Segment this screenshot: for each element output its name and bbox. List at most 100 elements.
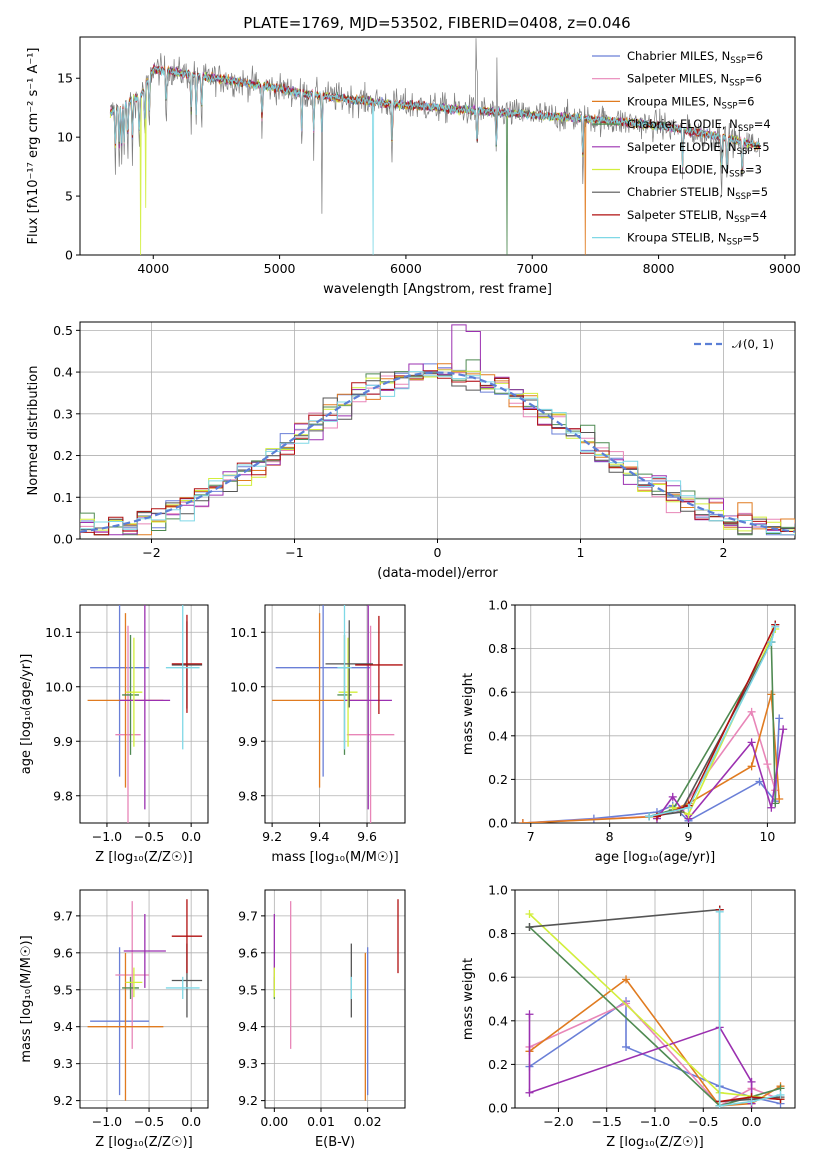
- data-point: [123, 914, 166, 988]
- legend-subscript: SSP: [730, 56, 746, 66]
- residual-histogram-xtick-label: 2: [720, 545, 728, 560]
- mass-vs-Z-ylabel: mass [log₁₀(M/M☉)]: [19, 935, 34, 1062]
- series-line: [718, 911, 781, 1107]
- plus-marker: [668, 792, 677, 801]
- data-point: [338, 637, 358, 747]
- spectrum-xtick-label: 4000: [137, 261, 169, 276]
- data-point: [275, 605, 371, 777]
- mass-vs-Z-axes: −1.0 −0.5 0.0 9.2 9.3 9.4 9.5 9.6 9.7 Z [log₁₀(Z/…: [19, 889, 209, 1150]
- data-point: [171, 899, 203, 974]
- plus-marker: [776, 1090, 785, 1099]
- age-vs-mass-xtick-label: 9.6: [357, 829, 377, 844]
- normal-reference-curve: [80, 371, 795, 533]
- mass-weight-vs-Z-xtick-label: −2.0: [543, 1114, 573, 1129]
- plus-marker: [747, 707, 756, 716]
- spectrum-ytick-label: 10: [57, 130, 73, 145]
- series-line: [522, 710, 777, 823]
- mass-vs-Z-ytick-label: 9.4: [53, 1019, 73, 1034]
- series-line: [522, 718, 780, 823]
- mass-weight-vs-Z-xtick-label: 0.0: [742, 1114, 762, 1129]
- plus-marker: [775, 795, 784, 804]
- mass-vs-EBV-ytick-label: 9.7: [238, 908, 258, 923]
- plus-marker: [755, 777, 764, 786]
- data-point: [90, 947, 150, 1096]
- plus-marker: [525, 1010, 534, 1019]
- legend-value: =4: [754, 117, 771, 131]
- age-vs-mass-xtick-label: 9.4: [310, 829, 330, 844]
- mass-vs-Z-ytick-label: 9.6: [53, 945, 73, 960]
- mass-weight-vs-Z-xtick-label: −1.5: [592, 1114, 622, 1129]
- data-point: [125, 967, 143, 998]
- data-point: [171, 614, 203, 713]
- mass-weight-vs-age-xtick-label: 10: [759, 829, 775, 844]
- mass-vs-EBV-xtick-label: 0.01: [307, 1114, 335, 1129]
- data-point: [325, 620, 373, 708]
- mass-weight-vs-age-xtick-label: 7: [527, 829, 535, 844]
- mass-weight-vs-age-ytick-label: 0.4: [488, 728, 508, 743]
- series-line: [522, 694, 780, 823]
- series-line: [648, 626, 777, 818]
- spectrum-ytick-label: 0: [65, 248, 73, 263]
- legend-value: =5: [742, 231, 759, 245]
- histogram-curves: [80, 324, 795, 536]
- plus-marker: [652, 812, 661, 821]
- data-point: [115, 901, 150, 1049]
- series: [652, 620, 780, 821]
- figure-title: PLATE=1769, MJD=53502, FIBERID=0408, z=0…: [243, 14, 630, 32]
- data-point: [90, 605, 150, 777]
- mass-vs-Z-xlabel: Z [log₁₀(Z/Z☉)]: [95, 1135, 192, 1150]
- plus-marker: [525, 1088, 534, 1097]
- plus-marker: [645, 812, 654, 821]
- plus-marker: [525, 923, 534, 932]
- plus-marker: [622, 975, 631, 984]
- legend-value: =6: [737, 94, 754, 108]
- legend-label: Kroupa STELIB, NSSP=5: [627, 231, 759, 248]
- mass-weight-vs-Z-ylabel: mass weight: [461, 958, 476, 1040]
- mass-weight-vs-age-axes: 7 8 9 10 0.0 0.2 0.4 0.6 0.8 1.0 age [log₁₀(age/yr…: [461, 598, 796, 865]
- data-point: [165, 605, 200, 750]
- residual-histogram-xtick-label: 0: [434, 545, 442, 560]
- age-vs-Z-xtick-label: −1.0: [92, 829, 122, 844]
- legend-label: Kroupa ELODIE, NSSP=3: [627, 163, 762, 180]
- plus-marker: [525, 909, 534, 918]
- spectrum-curves: [109, 38, 761, 255]
- mass-weight-vs-Z-series: [525, 905, 785, 1108]
- data-point: [119, 605, 171, 810]
- mass-vs-Z-ytick-label: 9.5: [53, 982, 73, 997]
- spectrum-xtick-label: 5000: [264, 261, 296, 276]
- legend-label: Kroupa MILES, NSSP=6: [627, 94, 754, 111]
- legend-label: Salpeter STELIB, NSSP=4: [627, 208, 767, 225]
- mass-vs-Z-xtick-label: −0.5: [134, 1114, 164, 1129]
- mass-vs-Z-xtick-label: 0.0: [181, 1114, 201, 1129]
- series: [645, 622, 780, 821]
- data-point: [87, 952, 164, 1101]
- age-vs-Z-ylabel: age [log₁₀(age/yr)]: [19, 654, 34, 775]
- residual-histogram-ylabel: Normed distribution: [26, 366, 41, 496]
- legend-subscript: SSP: [735, 192, 751, 202]
- age-vs-Z-points: [87, 605, 203, 823]
- model-spectrum: [109, 65, 761, 255]
- legend-value: =5: [753, 140, 770, 154]
- mass-weight-vs-Z-ytick-label: 0.6: [488, 970, 508, 985]
- age-vs-Z-ytick-label: 9.9: [53, 734, 73, 749]
- age-vs-mass-ytick-label: 10.1: [230, 625, 258, 640]
- mass-weight-vs-age-ylabel: mass weight: [461, 673, 476, 755]
- residual-histogram-ytick-label: 0.0: [53, 532, 73, 547]
- residual-histogram-ytick-label: 0.1: [53, 490, 73, 505]
- legend-label: Chabrier MILES, NSSP=6: [627, 49, 763, 66]
- plus-marker: [715, 1101, 724, 1108]
- plus-marker: [622, 999, 631, 1008]
- mass-weight-vs-age-ytick-label: 0.8: [488, 641, 508, 656]
- plus-marker: [747, 762, 756, 771]
- residual-histogram-xtick-label: 1: [577, 545, 585, 560]
- mass-vs-Z-ytick-label: 9.2: [53, 1093, 73, 1108]
- age-vs-mass-xlabel: mass [log₁₀(M/M☉)]: [271, 850, 398, 865]
- age-vs-mass-xtick-label: 9.2: [262, 829, 282, 844]
- mass-weight-vs-age-xtick-label: 8: [606, 829, 614, 844]
- series: [715, 907, 785, 1108]
- spectrum-legend: Chabrier MILES, NSSP=6 Salpeter MILES, NS…: [592, 49, 771, 248]
- age-vs-Z-xlabel: Z [log₁₀(Z/Z☉)]: [95, 850, 192, 865]
- plus-marker: [747, 738, 756, 747]
- residual-histogram-frame: [79, 321, 796, 540]
